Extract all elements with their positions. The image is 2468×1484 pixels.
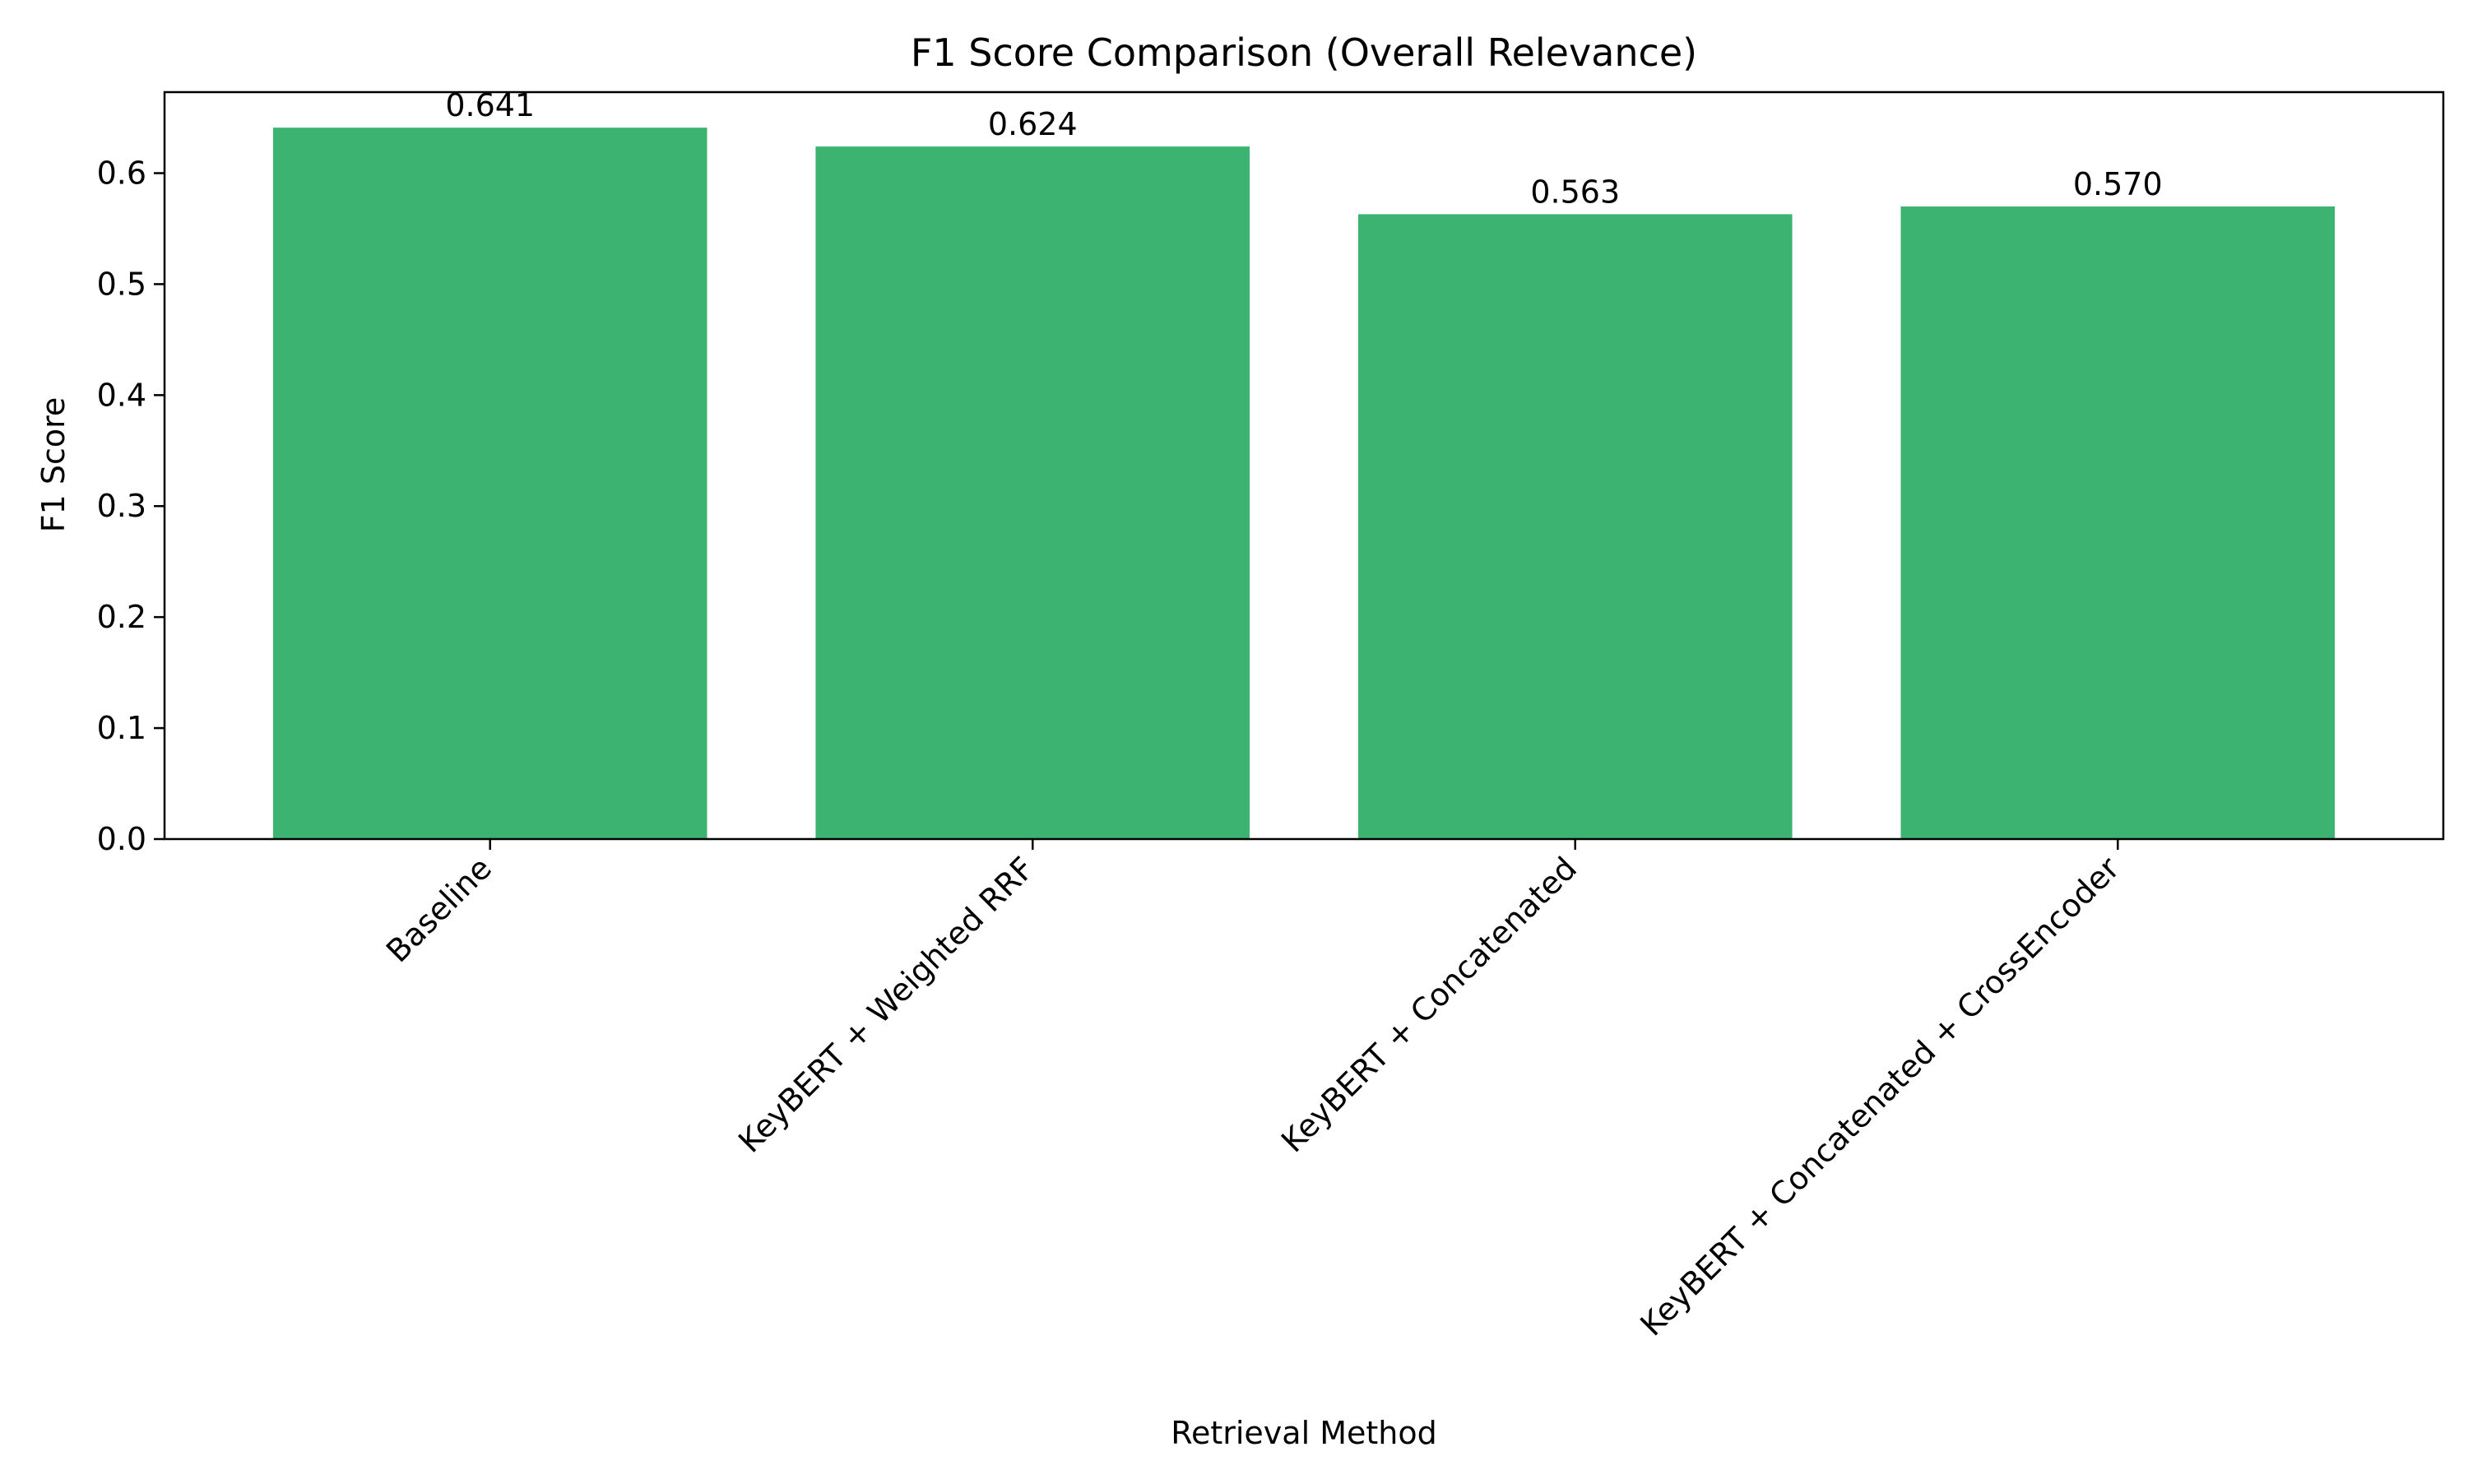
x-axis-label: Retrieval Method bbox=[1171, 1415, 1436, 1451]
bar-value-label: 0.563 bbox=[1530, 174, 1620, 210]
bar bbox=[272, 128, 707, 840]
y-tick-label: 0.2 bbox=[97, 599, 146, 635]
y-tick-label: 0.3 bbox=[97, 488, 146, 524]
bar-value-label: 0.641 bbox=[445, 87, 535, 123]
y-tick-label: 0.1 bbox=[97, 710, 146, 746]
bar bbox=[1357, 214, 1793, 839]
y-tick-label: 0.6 bbox=[97, 155, 146, 191]
chart-title: F1 Score Comparison (Overall Relevance) bbox=[911, 30, 1697, 75]
bar-value-label: 0.570 bbox=[2073, 166, 2163, 202]
plot-frame bbox=[163, 90, 2445, 841]
bar-value-label: 0.624 bbox=[988, 106, 1078, 142]
bar bbox=[815, 146, 1250, 839]
bar bbox=[1900, 206, 2336, 839]
y-axis-label: F1 Score bbox=[35, 397, 72, 533]
y-tick-label: 0.4 bbox=[97, 377, 146, 413]
y-tick-label: 0.0 bbox=[97, 821, 146, 857]
y-tick-label: 0.5 bbox=[97, 266, 146, 302]
